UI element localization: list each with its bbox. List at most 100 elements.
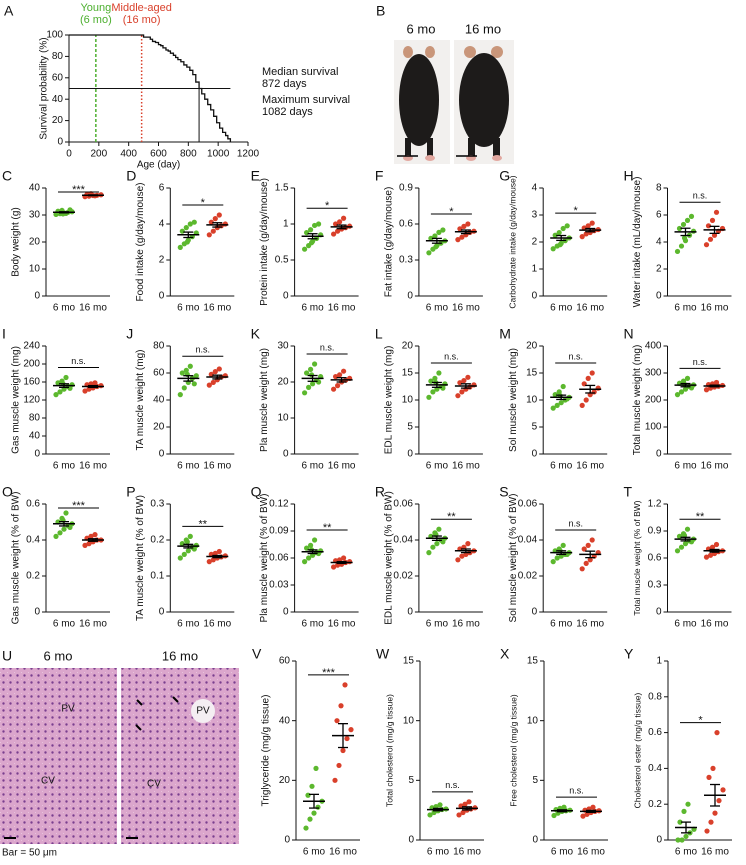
x-tick-label: 16 mo: [79, 461, 107, 472]
data-point: [348, 727, 354, 733]
x-tick-label: 6 mo: [426, 461, 449, 472]
data-point: [461, 377, 467, 384]
y-axis-label: Gas muscle weight (mg): [11, 346, 22, 454]
data-point: [63, 510, 69, 516]
y-tick-label: 0: [283, 291, 289, 302]
y-tick-label: 10: [402, 395, 414, 406]
survival-note: Maximum survival: [262, 94, 350, 106]
data-point: [591, 389, 597, 395]
data-point: [709, 544, 716, 550]
data-point: [433, 244, 439, 250]
y-axis-label: EDL muscle weight (mg): [384, 346, 395, 455]
y-tick-label: 15: [527, 656, 539, 667]
age-marker-label: (6 mo): [80, 14, 112, 26]
data-point: [426, 250, 432, 256]
x-tick-label: 16 mo: [576, 461, 604, 472]
data-point: [550, 559, 556, 565]
data-point: [675, 837, 681, 843]
data-point: [579, 566, 585, 572]
data-point: [340, 747, 346, 754]
x-tick-label: 6 mo: [301, 619, 324, 630]
data-point: [437, 802, 443, 808]
arrows: [135, 696, 179, 731]
y-tick-label: 0.6: [648, 553, 662, 564]
significance-label: n.s.: [693, 191, 708, 201]
data-point: [579, 234, 585, 240]
y-tick-label: 10: [403, 715, 415, 726]
significance-label: n.s.: [320, 342, 335, 352]
x-tick-label: 16 mo: [328, 461, 356, 472]
x-tick-label: 16 mo: [701, 619, 729, 630]
y-tick-label: 10: [526, 395, 538, 406]
data-point: [335, 383, 341, 389]
data-point: [206, 232, 212, 238]
data-point: [306, 555, 312, 561]
data-point: [713, 209, 720, 215]
significance-label: *: [698, 715, 703, 727]
data-point: [179, 228, 185, 234]
x-tick-label: 6 mo: [177, 461, 200, 472]
data-point: [436, 229, 442, 235]
x-tick-label: 16 mo: [452, 619, 480, 630]
x-tick-label: 6 mo: [301, 303, 324, 314]
data-point: [336, 762, 342, 769]
y-tick-label: 120: [23, 395, 40, 406]
y-tick-label: 0.2: [648, 799, 662, 810]
x-tick-label: 16 mo: [329, 847, 357, 858]
data-point: [465, 221, 471, 227]
data-point: [216, 548, 222, 555]
panel-letter: W: [376, 646, 390, 662]
x-tick-label: 6 mo: [426, 303, 449, 314]
x-tick-label: 6 mo: [675, 847, 698, 858]
y-tick-label: 100: [46, 30, 63, 41]
x-tick-label: 6 mo: [551, 847, 574, 858]
y-tick-label: 0.06: [518, 499, 538, 510]
photo-label: 16 mo: [162, 648, 198, 663]
y-axis-label: Pla muscle weight (% of BW): [259, 494, 270, 623]
data-point: [564, 223, 570, 229]
y-tick-label: 30: [29, 210, 41, 221]
y-tick-label: 10: [29, 264, 41, 275]
data-point: [685, 801, 691, 807]
y-tick-label: 40: [29, 431, 41, 442]
data-point: [212, 369, 218, 375]
data-point: [428, 235, 434, 241]
data-point: [461, 223, 467, 229]
y-tick-label: 10: [527, 715, 539, 726]
panel-letter: X: [500, 646, 510, 662]
y-axis-label: Protein intake (g/day/mouse): [259, 178, 270, 306]
data-point: [193, 373, 199, 379]
y-tick-label: 0: [283, 607, 289, 618]
data-point: [430, 389, 436, 395]
axes: [418, 346, 483, 455]
panel-letter: N: [624, 326, 634, 342]
data-point: [688, 539, 695, 545]
x-tick-label: 16 mo: [79, 619, 107, 630]
y-tick-label: 0.03: [269, 580, 289, 591]
y-tick-label: 1: [283, 219, 289, 230]
data-point: [581, 546, 587, 552]
data-point: [331, 231, 337, 237]
data-point: [554, 402, 560, 408]
data-point: [550, 405, 556, 411]
y-tick-label: 20: [279, 775, 291, 786]
y-tick-label: 8: [656, 183, 662, 194]
data-point: [455, 557, 461, 563]
data-point: [427, 812, 433, 818]
axes: [294, 504, 359, 613]
x-tick-label: 16 mo: [452, 461, 480, 472]
y-tick-label: 15: [402, 368, 414, 379]
photo-panel-u: U 6 mo 16 mo PV CV PV CV Bar = 50 μm: [0, 648, 239, 859]
data-point: [581, 225, 587, 231]
data-point: [459, 389, 465, 395]
y-axis-label: TA muscle weight (% of BW): [135, 495, 146, 621]
data-point: [426, 394, 432, 400]
y-tick-label: 60: [279, 656, 291, 667]
panel-letter: K: [251, 326, 261, 342]
y-tick-label: 0.6: [399, 219, 413, 230]
y-tick-label: 80: [153, 341, 165, 352]
panel-letter: U: [2, 648, 12, 664]
y-axis-label: Fat intake (g/day/mouse): [384, 187, 395, 298]
data-point: [302, 559, 308, 565]
data-point: [212, 216, 218, 222]
